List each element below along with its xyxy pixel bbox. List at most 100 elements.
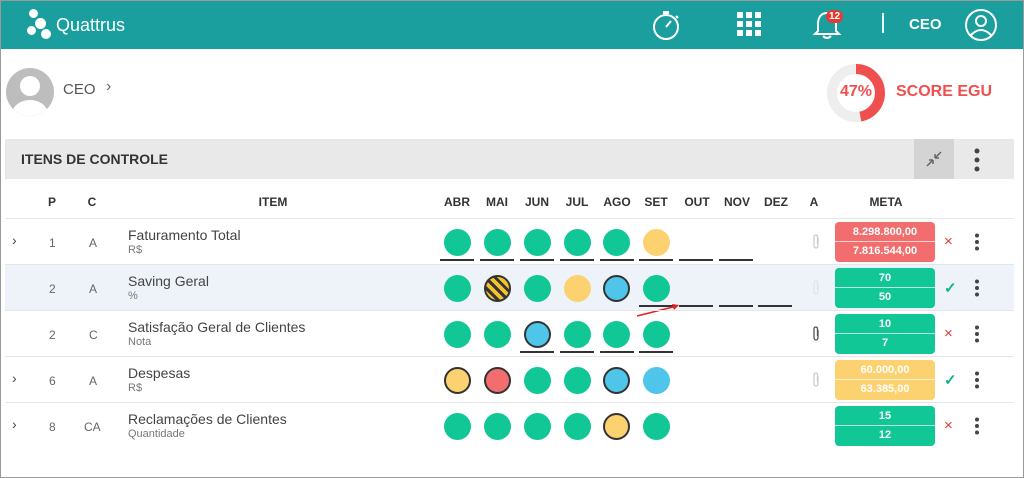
table-row[interactable]: › 1 A Faturamento Total R$ 8.298.800,00 … <box>5 218 1014 264</box>
col-header-ago[interactable]: AGO <box>603 195 631 209</box>
status-dot-mai[interactable] <box>484 321 511 348</box>
item-name[interactable]: Reclamações de Clientes <box>128 411 287 427</box>
col-header-set[interactable]: SET <box>644 195 668 209</box>
score-percent: 47% <box>839 83 873 100</box>
status-dot-set[interactable] <box>643 413 670 440</box>
row-more-icon[interactable] <box>974 417 980 435</box>
meta-box[interactable]: 70 50 <box>835 268 935 308</box>
user-role[interactable]: CEO <box>909 16 942 33</box>
table-row[interactable]: › 8 CA Reclamações de Clientes Quantidad… <box>5 402 1014 448</box>
value-underline <box>440 259 474 261</box>
paperclip-icon[interactable] <box>810 234 822 250</box>
item-unit: R$ <box>128 244 143 256</box>
item-name[interactable]: Faturamento Total <box>128 227 241 243</box>
status-dot-abr[interactable] <box>444 275 471 302</box>
col-header-jun[interactable]: JUN <box>524 195 549 209</box>
row-more-icon[interactable] <box>974 233 980 251</box>
status-dot-abr[interactable] <box>444 367 471 394</box>
col-header-item[interactable]: ITEM <box>258 195 288 209</box>
status-dot-mai[interactable] <box>484 229 511 256</box>
col-header-meta[interactable]: META <box>869 195 903 209</box>
status-dot-ago[interactable] <box>603 229 630 256</box>
collapse-button[interactable] <box>914 139 954 179</box>
user-account-icon[interactable] <box>963 7 999 43</box>
item-name[interactable]: Satisfação Geral de Clientes <box>128 319 306 335</box>
meta-box[interactable]: 8.298.800,00 7.816.544,00 <box>835 222 935 262</box>
row-priority: 2 <box>49 328 56 342</box>
col-header-a[interactable]: A <box>809 195 819 209</box>
person-silhouette-icon <box>12 76 48 116</box>
meta-box[interactable]: 15 12 <box>835 406 935 446</box>
meta-actual: 7.816.544,00 <box>852 245 918 257</box>
item-name[interactable]: Despesas <box>128 365 191 381</box>
status-dot-set[interactable] <box>643 367 670 394</box>
status-dot-ago[interactable] <box>603 367 630 394</box>
status-dot-jul[interactable] <box>564 321 591 348</box>
top-bar: Quattrus 12 CEO <box>1 1 1023 49</box>
brand-name[interactable]: Quattrus <box>56 15 126 35</box>
value-underline <box>560 259 594 261</box>
paperclip-icon[interactable] <box>810 280 822 296</box>
status-dot-jun[interactable] <box>524 321 551 348</box>
status-dot-jul[interactable] <box>564 275 591 302</box>
status-dot-abr[interactable] <box>444 413 471 440</box>
status-dot-mai[interactable] <box>484 413 511 440</box>
status-dot-mai[interactable] <box>484 367 511 394</box>
row-more-icon[interactable] <box>974 371 980 389</box>
status-dot-set[interactable] <box>643 229 670 256</box>
status-dot-jul[interactable] <box>564 413 591 440</box>
status-dot-abr[interactable] <box>444 229 471 256</box>
status-dot-ago[interactable] <box>603 321 630 348</box>
expand-row-icon[interactable]: › <box>12 416 17 432</box>
status-dot-set[interactable] <box>643 275 670 302</box>
col-header-jul[interactable]: JUL <box>565 195 589 209</box>
apps-grid-icon[interactable] <box>731 7 767 43</box>
col-header-c[interactable]: C <box>87 195 97 209</box>
row-priority: 1 <box>49 236 56 250</box>
status-dot-jun[interactable] <box>524 275 551 302</box>
stopwatch-icon[interactable] <box>648 7 684 43</box>
row-more-icon[interactable] <box>974 325 980 343</box>
section-more-icon[interactable] <box>972 147 982 173</box>
table-row[interactable]: 2 A Saving Geral % 70 50 ✓ <box>5 264 1014 310</box>
status-dot-abr[interactable] <box>444 321 471 348</box>
section-title: ITENS DE CONTROLE <box>21 151 169 167</box>
expand-row-icon[interactable]: › <box>12 370 17 386</box>
quattrus-logo-icon[interactable] <box>27 8 57 40</box>
row-class: A <box>89 236 98 250</box>
col-header-mai[interactable]: MAI <box>486 195 508 209</box>
avatar[interactable] <box>6 68 54 116</box>
item-name[interactable]: Saving Geral <box>128 273 209 289</box>
status-dot-mai[interactable] <box>484 275 511 302</box>
col-header-nov[interactable]: NOV <box>723 195 750 209</box>
row-more-icon[interactable] <box>974 279 980 297</box>
meta-box[interactable]: 60.000,00 63.385,00 <box>835 360 935 400</box>
profile-chevron-icon[interactable]: › <box>106 78 112 95</box>
profile-name[interactable]: CEO <box>63 81 96 98</box>
status-dot-jun[interactable] <box>524 367 551 394</box>
paperclip-icon[interactable] <box>810 372 822 388</box>
status-fail-icon: × <box>944 233 953 250</box>
table-row[interactable]: › 6 A Despesas R$ 60.000,00 63.385,00 ✓ <box>5 356 1014 402</box>
status-dot-ago[interactable] <box>603 275 630 302</box>
meta-box[interactable]: 10 7 <box>835 314 935 354</box>
meta-actual: 7 <box>881 337 889 349</box>
score-label: SCORE EGU <box>896 83 993 100</box>
status-fail-icon: × <box>944 325 953 342</box>
status-dot-ago[interactable] <box>603 413 630 440</box>
status-dot-set[interactable] <box>643 321 670 348</box>
col-header-out[interactable]: OUT <box>684 195 710 209</box>
expand-row-icon[interactable]: › <box>12 232 17 248</box>
row-class: A <box>89 374 98 388</box>
status-dot-jul[interactable] <box>564 367 591 394</box>
status-dot-jun[interactable] <box>524 229 551 256</box>
paperclip-icon[interactable] <box>810 326 822 342</box>
status-dot-jul[interactable] <box>564 229 591 256</box>
status-ok-icon: ✓ <box>944 280 957 297</box>
table-row[interactable]: 2 C Satisfação Geral de Clientes Nota 10… <box>5 310 1014 356</box>
item-unit: Quantidade <box>128 428 185 440</box>
status-dot-jun[interactable] <box>524 413 551 440</box>
col-header-p[interactable]: P <box>47 195 56 209</box>
col-header-abr[interactable]: ABR <box>444 195 470 209</box>
col-header-dez[interactable]: DEZ <box>764 195 788 209</box>
